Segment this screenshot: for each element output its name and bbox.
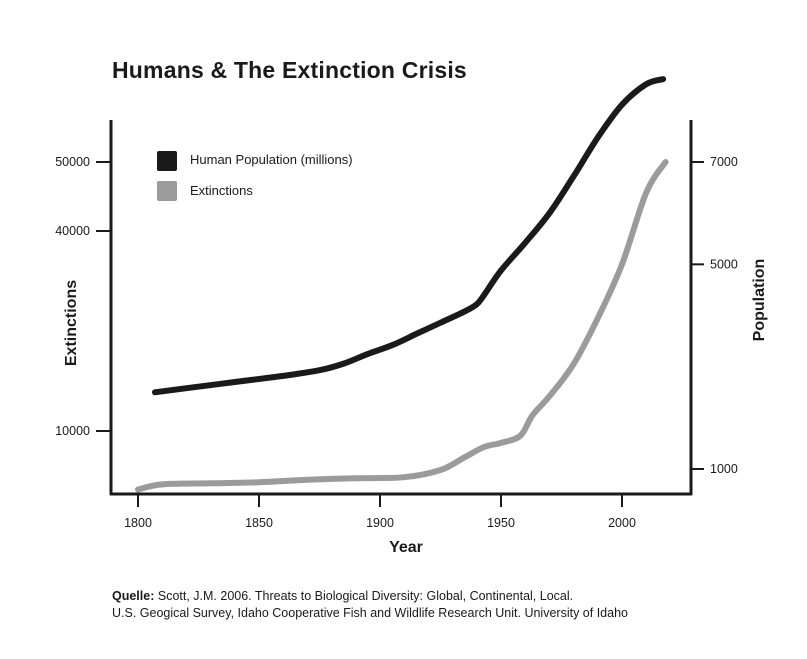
left-axis-title: Extinctions <box>63 280 80 366</box>
source-label: Quelle: <box>112 589 155 603</box>
series-line-extinctions <box>135 159 669 493</box>
left-tick-label: 50000 <box>55 155 90 169</box>
left-tick-label: 10000 <box>55 424 90 438</box>
x-tick-label: 2000 <box>608 516 636 530</box>
left-tick-label: 40000 <box>55 224 90 238</box>
right-tick-label: 1000 <box>710 462 738 476</box>
chart-title: Humans & The Extinction Crisis <box>112 57 467 83</box>
legend-swatch-extinctions <box>157 181 177 201</box>
right-axis-title: Population <box>751 259 768 342</box>
source-line-2: U.S. Geogical Survey, Idaho Cooperative … <box>112 606 628 620</box>
source-line-1: Scott, J.M. 2006. Threats to Biological … <box>157 589 574 603</box>
series-line-population <box>151 76 667 396</box>
right-tick-label: 5000 <box>710 257 738 271</box>
legend-label-extinctions: Extinctions <box>190 183 253 198</box>
left-axis-ticks: 10000 40000 50000 <box>55 155 111 438</box>
series-layer <box>135 76 669 493</box>
x-tick-label: 1950 <box>487 516 515 530</box>
legend: Human Population (millions) Extinctions <box>157 151 353 201</box>
x-axis-title: Year <box>389 539 423 556</box>
x-tick-label: 1900 <box>366 516 394 530</box>
x-axis-ticks: 1800 1850 1900 1950 2000 <box>124 494 636 530</box>
source-note: Quelle: Scott, J.M. 2006. Threats to Bio… <box>112 588 628 622</box>
right-axis-ticks: 1000 5000 7000 <box>691 155 738 476</box>
legend-label-population: Human Population (millions) <box>190 152 353 167</box>
x-tick-label: 1800 <box>124 516 152 530</box>
x-tick-label: 1850 <box>245 516 273 530</box>
right-tick-label: 7000 <box>710 155 738 169</box>
legend-swatch-population <box>157 151 177 171</box>
